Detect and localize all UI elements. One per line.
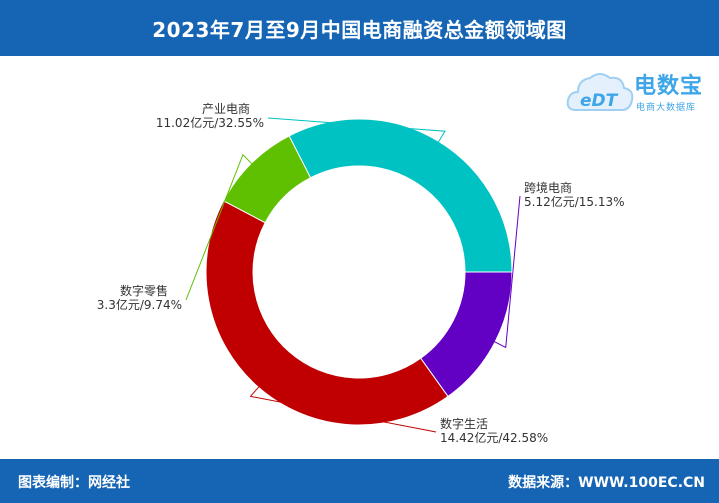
logo-sub-text: 电商大数据库 <box>636 103 697 113</box>
footer-source-value: WWW.100EC.CN <box>578 475 705 491</box>
slice-leader-line <box>185 153 254 301</box>
footer-bar: 图表编制：网经社 数据来源：WWW.100EC.CN <box>0 459 719 503</box>
slice-name-label: 数字零售 <box>120 283 168 298</box>
footer-source: 数据来源：WWW.100EC.CN <box>508 472 705 492</box>
slice-name-label: 产业电商 <box>202 101 250 116</box>
donut-slice <box>288 118 513 273</box>
logo: eDT 电数宝 电商大数据库 <box>566 66 716 118</box>
cloud-logo-icon: eDT <box>566 73 634 111</box>
chart-title: 2023年7月至9月中国电商融资总金额领域图 <box>152 17 567 42</box>
logo-main-text: 电数宝 <box>634 74 704 99</box>
donut-slice <box>205 200 449 426</box>
footer-source-label: 数据来源： <box>508 475 579 491</box>
slice-value-label: 14.42亿元/42.58% <box>440 430 548 445</box>
slice-value-label: 5.12亿元/15.13% <box>524 194 625 209</box>
slice-leader-line <box>249 385 437 433</box>
slice-value-label: 3.3亿元/9.74% <box>97 297 182 312</box>
slice-leader-line <box>267 117 446 144</box>
logo-badge: eDT <box>580 91 619 111</box>
chart-title-bar: 2023年7月至9月中国电商融资总金额领域图 <box>0 0 719 56</box>
footer-editor-value: 网经社 <box>88 475 130 491</box>
slice-name-label: 跨境电商 <box>524 180 572 195</box>
footer-editor: 图表编制：网经社 <box>18 472 130 492</box>
footer-editor-label: 图表编制： <box>18 475 88 491</box>
slice-name-label: 数字生活 <box>440 416 488 431</box>
slice-value-label: 11.02亿元/32.55% <box>156 115 264 130</box>
slice-leader-line <box>493 195 521 349</box>
